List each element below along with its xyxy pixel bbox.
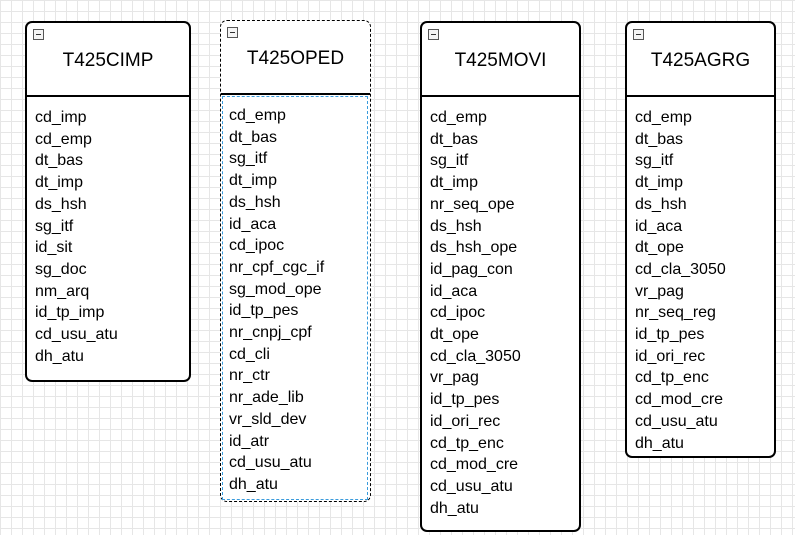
table-field[interactable]: dt_bas (229, 128, 278, 146)
table-field[interactable]: sg_itf (229, 150, 268, 168)
table-field[interactable]: nr_ade_lib (229, 389, 304, 407)
table-t425movi[interactable]: T425MOVI cd_emp dt_bas sg_itf dt_imp nr_seq_… (420, 21, 581, 532)
table-field[interactable]: ds_hsh (229, 193, 281, 211)
table-field[interactable]: sg_itf (430, 152, 469, 170)
table-field[interactable]: id_ori_rec (635, 347, 706, 365)
table-field[interactable]: nr_ctr (229, 367, 270, 385)
table-field[interactable]: dt_ope (430, 326, 479, 344)
table-field[interactable]: dt_bas (430, 130, 479, 148)
table-field[interactable]: dh_atu (229, 475, 278, 493)
table-field[interactable]: cd_usu_atu (35, 326, 118, 344)
table-field[interactable]: cd_usu_atu (229, 454, 312, 472)
collapse-icon[interactable] (33, 29, 44, 40)
table-field[interactable]: id_tp_pes (229, 302, 299, 320)
collapse-icon[interactable] (428, 29, 439, 40)
table-field[interactable]: cd_tp_enc (635, 369, 709, 387)
table-field[interactable]: dt_imp (229, 172, 278, 190)
table-field[interactable]: cd_emp (229, 107, 286, 124)
table-field[interactable]: vr_sld_dev (229, 410, 307, 428)
table-field[interactable]: nr_cnpj_cpf (229, 324, 312, 342)
table-field[interactable]: dt_ope (635, 239, 684, 257)
table-field[interactable]: dt_imp (35, 174, 84, 192)
table-field[interactable]: sg_mod_ope (229, 280, 322, 298)
table-title: T425AGRG (650, 50, 751, 71)
table-field[interactable]: cd_usu_atu (430, 477, 513, 495)
table-field[interactable]: id_aca (430, 282, 478, 300)
table-field[interactable]: vr_pag (635, 282, 684, 300)
table-field[interactable]: ds_hsh (35, 195, 87, 213)
table-field[interactable]: dh_atu (635, 434, 684, 452)
table-field[interactable]: nr_seq_reg (635, 304, 716, 322)
table-header: T425OPED (221, 21, 370, 95)
table-field[interactable]: cd_imp (35, 109, 87, 126)
table-field[interactable]: dh_atu (430, 499, 479, 517)
field-list: cd_emp dt_bas sg_itf dt_imp ds_hsh id_aca dt_o… (627, 97, 774, 454)
table-field[interactable]: dh_atu (35, 347, 84, 365)
table-field[interactable]: cd_emp (35, 130, 92, 148)
table-field[interactable]: ds_hsh (430, 217, 482, 235)
table-field[interactable]: id_pag_con (430, 260, 513, 278)
table-field[interactable]: id_tp_pes (430, 391, 500, 409)
table-field[interactable]: id_aca (229, 215, 277, 233)
table-title: T425OPED (246, 48, 345, 69)
table-field[interactable]: nm_arq (35, 282, 90, 300)
table-title: T425MOVI (454, 50, 547, 71)
table-header: T425MOVI (422, 23, 579, 97)
table-field[interactable]: cd_cla_3050 (430, 347, 521, 365)
table-field[interactable]: vr_pag (430, 369, 479, 387)
table-field[interactable]: cd_mod_cre (430, 456, 519, 474)
table-title: T425CIMP (62, 50, 154, 71)
collapse-icon[interactable] (227, 27, 238, 38)
table-field[interactable]: cd_usu_atu (635, 412, 718, 430)
table-header: T425AGRG (627, 23, 774, 97)
field-list: cd_emp dt_bas sg_itf dt_imp nr_seq_ope ds_hsh… (422, 97, 579, 519)
table-field[interactable]: dt_bas (635, 130, 684, 148)
table-field[interactable]: cd_cla_3050 (635, 260, 726, 278)
table-field[interactable]: id_ori_rec (430, 412, 501, 430)
table-field[interactable]: nr_seq_ope (430, 195, 515, 213)
table-field[interactable]: nr_cpf_cgc_if (229, 258, 325, 276)
table-field[interactable]: sg_itf (635, 152, 674, 170)
table-field[interactable]: cd_cli (229, 345, 270, 363)
collapse-icon[interactable] (633, 29, 644, 40)
table-field[interactable]: dt_imp (430, 174, 479, 192)
table-field[interactable]: dt_imp (635, 174, 684, 192)
field-list: cd_imp cd_emp dt_bas dt_imp ds_hsh sg_itf id_s… (27, 97, 189, 367)
table-field[interactable]: cd_emp (635, 109, 692, 126)
table-field[interactable]: dt_bas (35, 152, 84, 170)
table-header: T425CIMP (27, 23, 189, 97)
table-field[interactable]: id_sit (35, 239, 73, 257)
table-field[interactable]: cd_ipoc (229, 237, 285, 255)
table-field[interactable]: cd_tp_enc (430, 434, 504, 452)
table-field[interactable]: ds_hsh (635, 195, 687, 213)
field-list: cd_emp dt_bas sg_itf dt_imp ds_hsh id_aca cd_i… (221, 95, 370, 496)
table-field[interactable]: cd_ipoc (430, 304, 486, 322)
table-field[interactable]: cd_emp (430, 109, 487, 126)
table-field[interactable]: cd_mod_cre (635, 391, 724, 409)
table-field[interactable]: id_atr (229, 432, 270, 450)
table-field[interactable]: id_tp_imp (35, 304, 105, 322)
table-field[interactable]: ds_hsh_ope (430, 239, 518, 257)
table-field[interactable]: sg_doc (35, 260, 87, 278)
table-field[interactable]: id_aca (635, 217, 683, 235)
table-field[interactable]: id_tp_pes (635, 326, 705, 344)
table-field[interactable]: sg_itf (35, 217, 74, 235)
